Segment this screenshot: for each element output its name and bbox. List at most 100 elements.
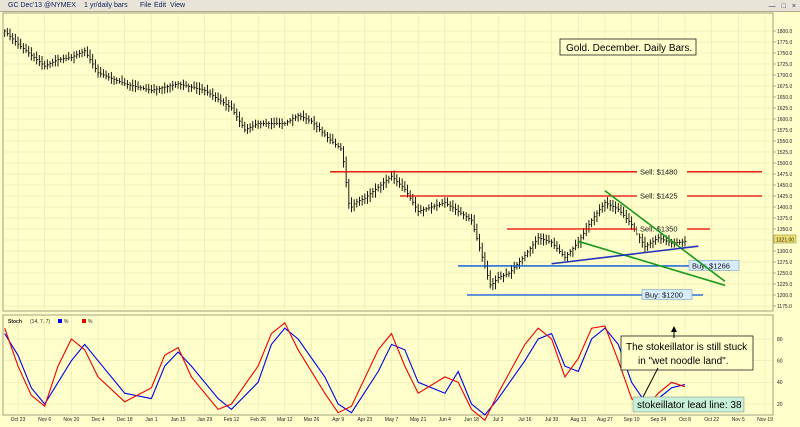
x-tick-label: Nov 20 [63,417,79,423]
y-tick-label: 1700.0 [777,73,793,79]
x-tick-label: Jul 30 [545,417,559,423]
minimize-icon[interactable]: — [768,3,776,10]
legend-swatch-blue [58,319,62,323]
y-tick-label: 1275.0 [777,260,793,266]
legend-label-red: % [88,319,93,325]
level-label-box [688,260,740,271]
x-tick-label: Dec 4 [92,417,105,423]
menu-file[interactable]: File [140,2,152,9]
x-tick-label: Mar 12 [277,417,293,423]
title-box [559,38,697,56]
y-tick-label: 1300.0 [777,249,793,255]
x-tick-label: May 7 [385,417,399,423]
y-tick-label: 1550.0 [777,139,793,145]
x-tick-label: Nov 6 [38,417,51,423]
level-label: Buy: $1200 [645,291,683,300]
last-price-label: 1321.00 [776,238,794,244]
x-tick-label: Aug 27 [597,417,613,423]
trendline [578,240,726,287]
y-tick-label: 1425.0 [777,194,793,200]
symbol-label[interactable]: GC Dec'13 @NYMEX [8,2,76,9]
price-y-axis: 1175.01200.01225.01250.01275.01300.01325… [773,29,793,310]
level-label-box [637,166,687,177]
trendline [551,245,699,265]
stoch-line-red [4,321,686,422]
trendline [604,190,726,282]
stoch-params: (14, 7, 7) [30,319,50,325]
level-label-box [637,190,687,201]
x-tick-label: Feb 12 [224,417,240,423]
legend-swatch-red [82,319,86,323]
x-tick-label: Mar 26 [304,417,320,423]
y-tick-label: 1200.0 [777,293,793,299]
x-tick-label: Nov 5 [732,417,745,423]
annotation-arrowhead [671,326,677,332]
x-tick-label: Jul 16 [518,417,532,423]
x-tick-label: Jan 29 [197,417,212,423]
y-tick-label: 1625.0 [777,106,793,112]
y-tick-label: 1450.0 [777,183,793,189]
level-label-box [637,223,687,234]
stoch-lines [4,321,686,422]
y-tick-label: 1725.0 [777,62,793,68]
stoch-y-tick-label: 60 [777,358,783,364]
y-tick-label: 1675.0 [777,84,793,90]
x-tick-label: Jun 18 [464,417,479,423]
x-tick-label: Apr 23 [357,417,372,423]
level-label: Sell: $1425 [640,192,678,201]
y-tick-label: 1400.0 [777,205,793,211]
legend-label-blue: % [64,319,69,325]
toolbar: GC Dec'13 @NYMEX 1 yr/daily bars File Ed… [0,0,800,12]
y-tick-label: 1650.0 [777,95,793,101]
level-label: Buy: $1266 [692,261,730,270]
price-levels: Sell: $1480 Sell: $1425 Sell: $1350 Buy: $1… [330,166,762,300]
y-tick-label: 1350.0 [777,227,793,233]
stoch-y-tick-label: 40 [777,380,783,386]
x-tick-label: Oct 23 [11,417,26,423]
y-tick-label: 1750.0 [777,51,793,57]
x-tick-label: Aug 13 [570,417,586,423]
annotation-box [620,335,754,371]
trendlines [551,190,726,287]
x-tick-label: Jun 4 [439,417,451,423]
y-tick-label: 1500.0 [777,161,793,167]
y-tick-label: 1800.0 [777,29,793,35]
level-label-box [641,289,693,300]
x-tick-label: Dec 18 [117,417,133,423]
x-tick-label: Nov 19 [757,417,773,423]
y-tick-label: 1575.0 [777,128,793,134]
stoch-y-tick-label: 20 [777,402,783,408]
stoch-y-axis: 20 40 60 80 [777,337,783,408]
level-label: Sell: $1480 [640,167,678,176]
level-label: Sell: $1350 [640,225,678,234]
annotation-text-2: in "wet noodle land". [638,356,729,367]
y-tick-label: 1250.0 [777,271,793,277]
x-tick-label: Oct 8 [679,417,691,423]
x-tick-label: Feb 26 [250,417,266,423]
menu-view[interactable]: View [170,2,186,9]
annotation-text-1: The stokeillator is still stuck [626,342,748,353]
stoch-title: Stoch [8,319,22,325]
stoch-line-blue [4,327,686,416]
close-icon[interactable]: × [791,3,796,10]
menu-edit[interactable]: Edit [154,2,167,9]
x-tick-label: May 21 [410,417,427,423]
lead-line-arrow [642,367,659,398]
x-tick-label: Apr 9 [332,417,344,423]
maximize-icon[interactable]: □ [781,3,786,10]
interval-label[interactable]: 1 yr/daily bars [84,2,128,9]
y-tick-label: 1775.0 [777,40,793,46]
y-tick-label: 1225.0 [777,282,793,288]
x-tick-label: Jan 15 [171,417,186,423]
chart-title: Gold. December. Daily Bars. [566,43,692,54]
x-tick-label: Oct 22 [704,417,719,423]
lead-line-box [632,396,745,413]
stoch-y-tick-label: 80 [777,337,783,343]
y-tick-label: 1375.0 [777,216,793,222]
x-tick-label: Jan 1 [145,417,157,423]
x-tick-label: Jul 2 [493,417,504,423]
x-tick-label: Sep 10 [624,417,640,423]
last-price-tag [773,234,797,244]
y-tick-label: 1525.0 [777,150,793,156]
